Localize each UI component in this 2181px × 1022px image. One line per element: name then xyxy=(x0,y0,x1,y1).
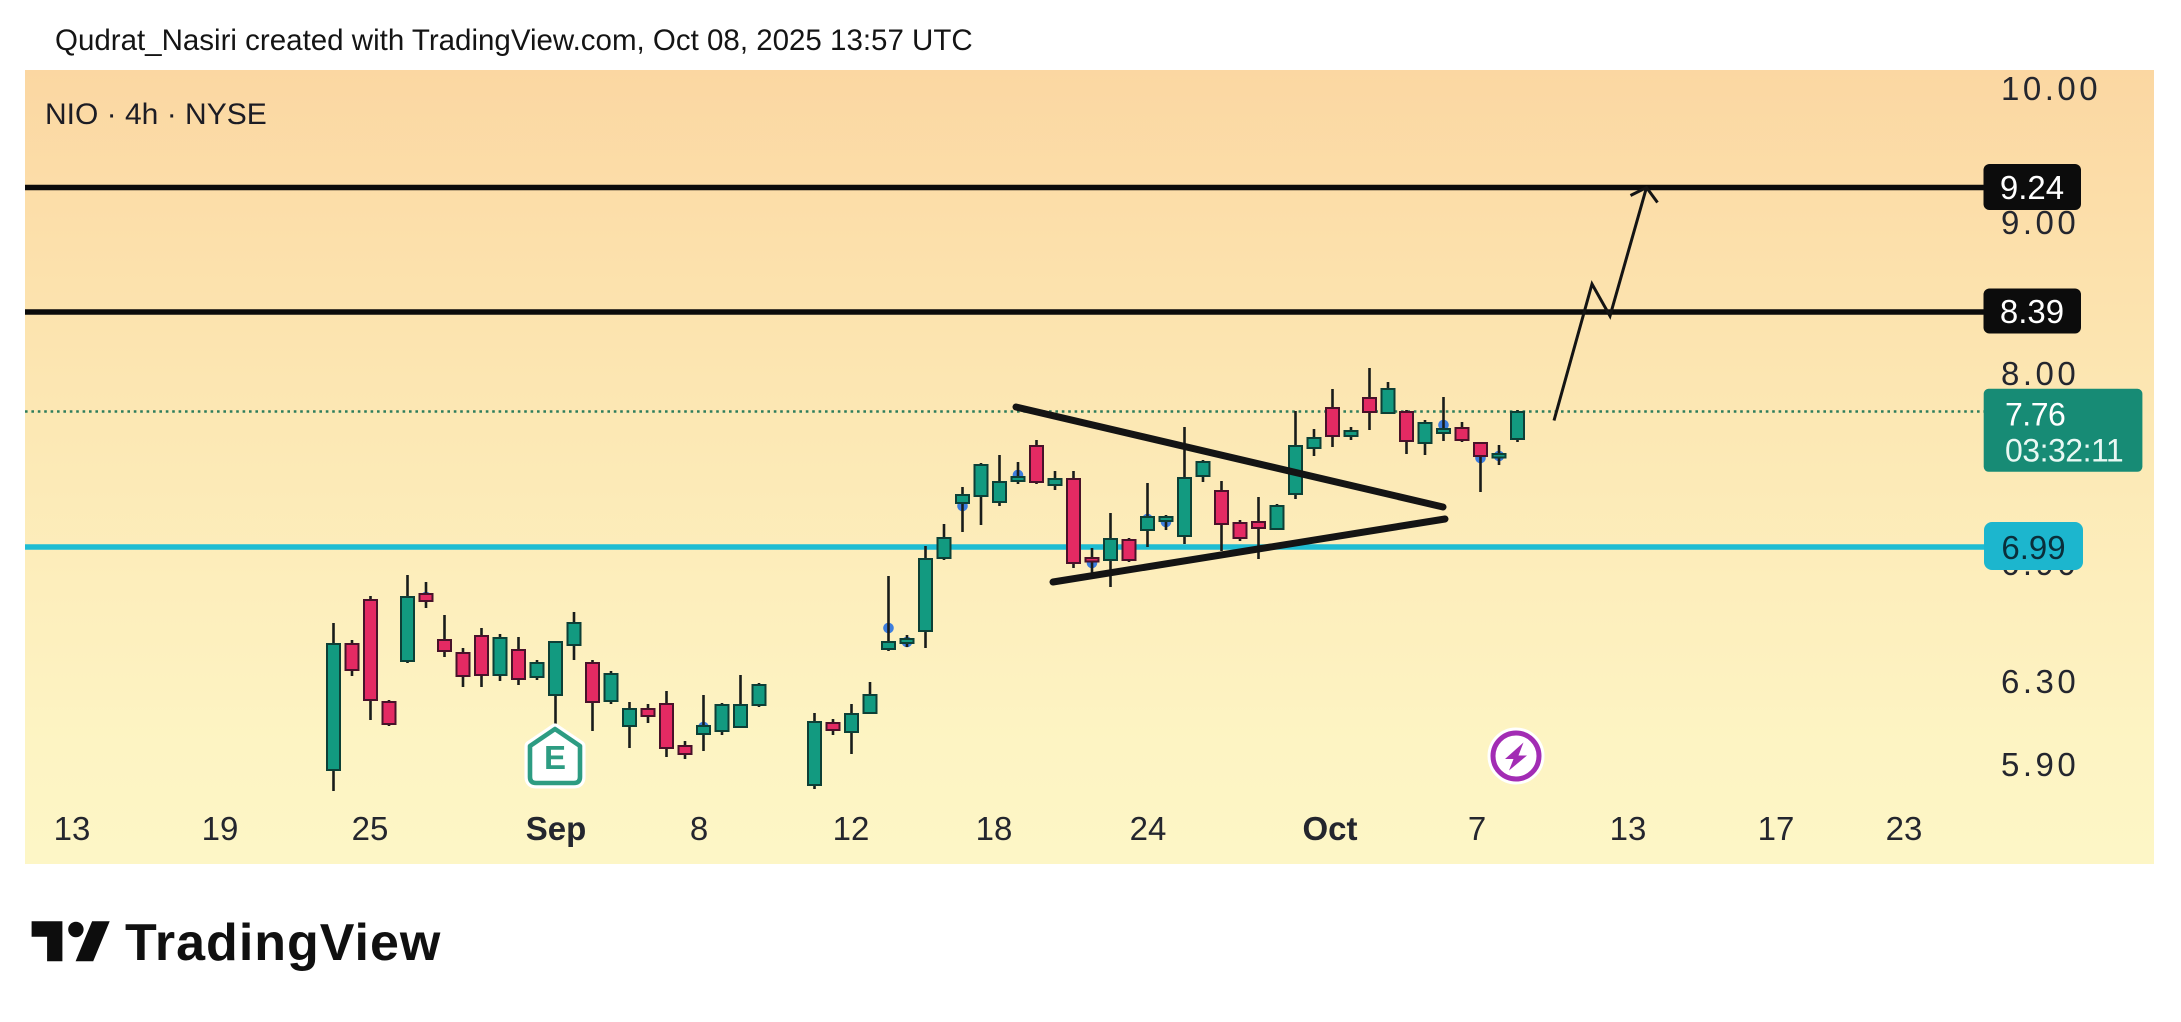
svg-text:Oct: Oct xyxy=(1302,810,1357,847)
svg-text:25: 25 xyxy=(352,810,389,847)
svg-text:NIO · 4h · NYSE: NIO · 4h · NYSE xyxy=(45,98,267,131)
svg-text:03:32:11: 03:32:11 xyxy=(2005,432,2123,468)
svg-text:5.90: 5.90 xyxy=(2001,746,2079,783)
svg-text:9.24: 9.24 xyxy=(2000,169,2064,206)
svg-text:8.39: 8.39 xyxy=(2000,293,2064,330)
svg-text:Sep: Sep xyxy=(526,810,587,847)
svg-text:18: 18 xyxy=(976,810,1013,847)
svg-text:19: 19 xyxy=(202,810,239,847)
svg-text:E: E xyxy=(544,739,566,776)
svg-text:13: 13 xyxy=(1610,810,1647,847)
svg-text:TradingView: TradingView xyxy=(125,917,441,972)
svg-text:23: 23 xyxy=(1886,810,1923,847)
svg-text:12: 12 xyxy=(833,810,870,847)
svg-text:6.30: 6.30 xyxy=(2001,663,2079,700)
svg-text:13: 13 xyxy=(54,810,91,847)
svg-text:17: 17 xyxy=(1758,810,1795,847)
svg-text:7.76: 7.76 xyxy=(2005,396,2065,432)
svg-text:7: 7 xyxy=(1468,810,1486,847)
svg-text:6.99: 6.99 xyxy=(2001,529,2065,566)
svg-text:10.00: 10.00 xyxy=(2001,70,2101,107)
svg-text:9.00: 9.00 xyxy=(2001,204,2079,241)
svg-text:24: 24 xyxy=(1130,810,1167,847)
svg-text:8: 8 xyxy=(690,810,708,847)
svg-text:8.00: 8.00 xyxy=(2001,355,2079,392)
